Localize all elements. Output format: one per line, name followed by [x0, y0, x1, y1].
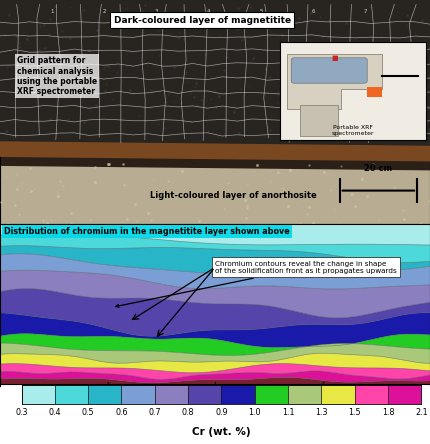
Text: 0.4: 0.4 [49, 408, 61, 417]
Bar [155, 385, 188, 404]
Bar [322, 385, 355, 404]
Polygon shape [0, 130, 430, 162]
Text: 0.6: 0.6 [115, 408, 128, 417]
Text: 0.7: 0.7 [148, 408, 161, 417]
Text: 3: 3 [154, 9, 158, 14]
Text: Dark-coloured layer of magnetitite: Dark-coloured layer of magnetitite [114, 16, 291, 25]
Polygon shape [287, 54, 382, 109]
Text: 0.5: 0.5 [82, 408, 95, 417]
Polygon shape [0, 0, 430, 146]
Text: 0.9: 0.9 [215, 408, 228, 417]
Bar [122, 385, 155, 404]
Text: 6: 6 [311, 9, 315, 14]
Text: 7: 7 [364, 9, 367, 14]
Text: 20 cm: 20 cm [364, 164, 393, 173]
Text: Distribution of chromium in the magnetitite layer shown above: Distribution of chromium in the magnetit… [4, 226, 290, 236]
Text: 1.5: 1.5 [348, 408, 361, 417]
Bar [388, 385, 421, 404]
Text: 4: 4 [207, 9, 210, 14]
Bar [188, 385, 221, 404]
Text: 1.0: 1.0 [249, 408, 261, 417]
Bar [367, 87, 382, 97]
Text: 1.8: 1.8 [382, 408, 394, 417]
Text: Grid pattern for
chemical analysis
using the portable
XRF spectrometer: Grid pattern for chemical analysis using… [17, 56, 97, 96]
Bar [22, 385, 55, 404]
Text: ■: ■ [332, 55, 338, 61]
Polygon shape [0, 157, 430, 224]
Text: Portable XRF
spectrometer: Portable XRF spectrometer [332, 125, 374, 136]
Bar [88, 385, 122, 404]
Text: Light-coloured layer of anorthosite: Light-coloured layer of anorthosite [150, 190, 317, 199]
Text: Cr (wt. %): Cr (wt. %) [192, 427, 251, 437]
Text: Chromium contours reveal the change in shape
of the solidification front as it p: Chromium contours reveal the change in s… [116, 261, 397, 307]
Polygon shape [300, 105, 338, 136]
FancyBboxPatch shape [291, 58, 367, 83]
Text: 0.8: 0.8 [182, 408, 194, 417]
Polygon shape [0, 148, 430, 170]
Text: 2: 2 [102, 9, 106, 14]
Text: 2.1: 2.1 [415, 408, 428, 417]
Text: 0.3: 0.3 [15, 408, 28, 417]
Bar [55, 385, 88, 404]
Bar [255, 385, 288, 404]
Text: 5: 5 [259, 9, 263, 14]
Text: 1.1: 1.1 [282, 408, 295, 417]
Bar [221, 385, 255, 404]
Text: 1.3: 1.3 [315, 408, 328, 417]
Bar [288, 385, 322, 404]
Bar [355, 385, 388, 404]
Text: 1: 1 [50, 9, 53, 14]
